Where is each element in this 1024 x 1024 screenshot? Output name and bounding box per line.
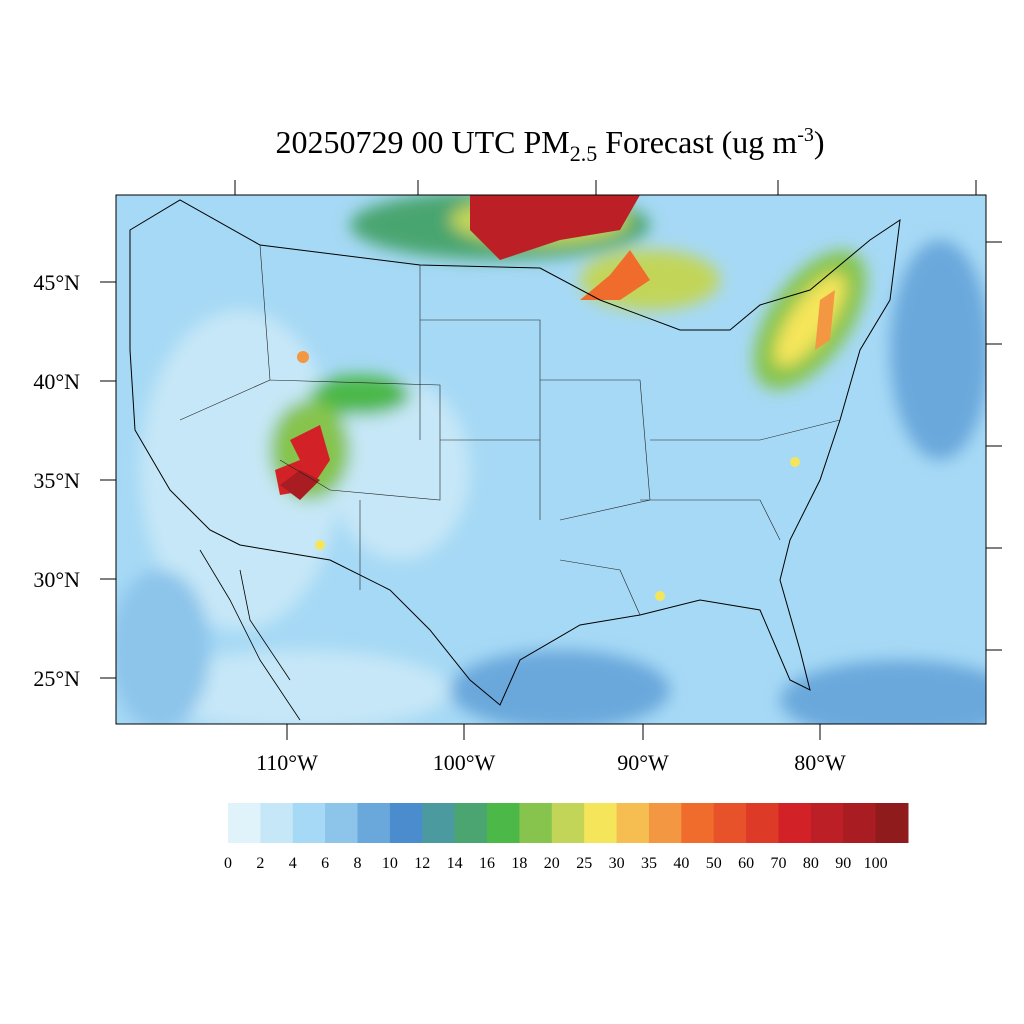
colorbar-swatch: [228, 803, 261, 843]
colorbar-swatch: [325, 803, 359, 843]
colorbar-swatch: [616, 803, 650, 843]
colorbar-swatch: [454, 803, 488, 843]
colorbar-swatch: [778, 803, 812, 843]
colorbar-swatch: [260, 803, 294, 843]
lon-label: 90°W: [617, 750, 669, 775]
colorbar-label: 4: [289, 855, 297, 872]
title-end: ): [814, 124, 825, 160]
colorbar: 0 2 4 6 8 10 12 14 16 18 20 25 30 35 40 50 60 70 80 90 100: [224, 803, 909, 872]
colorbar-swatch: [487, 803, 520, 843]
lat-label: 25°N: [33, 666, 80, 691]
colorbar-label: 10: [382, 855, 398, 872]
colorbar-swatch: [357, 803, 391, 843]
colorbar-label: 18: [511, 855, 527, 872]
colorbar-swatch: [584, 803, 618, 843]
colorbar-swatch: [843, 803, 877, 843]
colorbar-label: 100: [864, 855, 888, 872]
colorbar-swatch: [551, 803, 585, 843]
colorbar-label: 16: [479, 855, 495, 872]
colorbar-swatch: [648, 803, 682, 843]
colorbar-label: 30: [609, 855, 625, 872]
frame-ticks: [100, 180, 1002, 740]
colorbar-swatch: [713, 803, 747, 843]
lon-label: 100°W: [433, 750, 496, 775]
title-main: 20250729 00 UTC PM: [275, 124, 569, 160]
colorbar-swatch: [422, 803, 456, 843]
title: 20250729 00 UTC PM2.5 Forecast (ug m-3): [275, 124, 824, 166]
title-subscript: 2.5: [570, 141, 598, 166]
colorbar-swatch: [292, 803, 326, 843]
lat-label: 40°N: [33, 369, 80, 394]
colorbar-label: 14: [447, 855, 463, 872]
colorbar-label: 80: [803, 855, 819, 872]
lat-label: 35°N: [33, 468, 80, 493]
colorbar-swatch: [681, 803, 715, 843]
colorbar-label: 60: [738, 855, 754, 872]
colorbar-label: 2: [256, 855, 264, 872]
colorbar-label: 0: [224, 855, 232, 872]
colorbar-swatch: [875, 803, 909, 843]
lat-label: 30°N: [33, 567, 80, 592]
colorbar-label: 70: [770, 855, 786, 872]
colorbar-swatch: [389, 803, 423, 843]
lon-label: 110°W: [256, 750, 318, 775]
title-superscript: -3: [797, 124, 814, 146]
colorbar-swatch: [810, 803, 844, 843]
colorbar-swatch: [519, 803, 553, 843]
colorbar-label: 12: [414, 855, 430, 872]
axis-labels: 45°N 40°N 35°N 30°N 25°N 110°W 100°W 90°W 80°W: [33, 270, 846, 775]
colorbar-label: 90: [835, 855, 851, 872]
map-frame: [115, 194, 987, 725]
title-rest: Forecast (ug m: [597, 124, 797, 160]
colorbar-label: 20: [544, 855, 560, 872]
colorbar-label: 25: [576, 855, 592, 872]
lon-label: 80°W: [794, 750, 846, 775]
colorbar-label: 35: [641, 855, 657, 872]
colorbar-swatch: [746, 803, 779, 843]
map-field: [116, 195, 986, 724]
colorbar-label: 40: [673, 855, 689, 872]
lat-label: 45°N: [33, 270, 80, 295]
colorbar-label: 50: [706, 855, 722, 872]
colorbar-label: 8: [354, 855, 362, 872]
colorbar-label: 6: [321, 855, 329, 872]
